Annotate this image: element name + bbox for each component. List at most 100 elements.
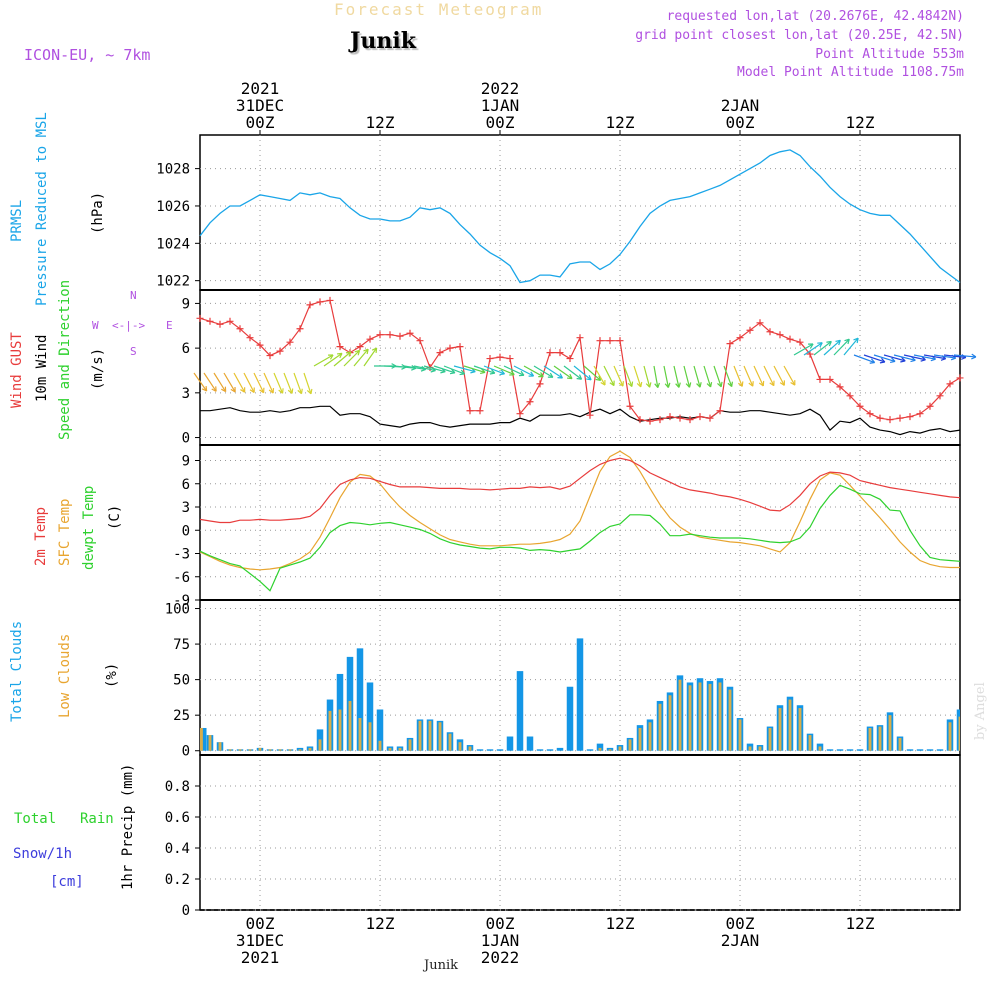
gust-marker [596,337,604,345]
wind-direction-arrow [503,365,525,377]
gust-marker [336,343,344,351]
wind-arrow-head [618,381,624,387]
total-cloud-bar [596,743,604,751]
low-cloud-bar [708,683,712,751]
total-cloud-bar [200,727,207,751]
wind-arrow-head [910,356,916,363]
low-cloud-bar [218,742,222,751]
gust-marker [666,413,674,421]
wind-direction-arrow [233,372,246,393]
wind-arrow-shaft [493,365,515,376]
wind-arrow-head [557,373,563,379]
top-time-label: 2022 [481,79,520,98]
wind-arrow-shaft [573,365,592,381]
gust-marker [256,341,264,349]
low-cloud-bar [668,695,672,751]
compass-n: N [130,289,137,302]
gust-marker [716,407,724,415]
wind-arrow-shaft [933,354,956,359]
wind-direction-arrow [353,348,369,367]
sfc-temp-line [199,450,960,571]
wind-direction-arrow [283,372,294,394]
low-cloud-bar [298,749,302,751]
wind-direction-arrow [803,342,823,356]
wind-arrow-head [345,351,352,357]
low-cloud-bar [748,746,752,751]
top-time-label: 1JAN [481,96,520,115]
wind-direction-arrow [293,372,303,395]
wind-direction-arrow [253,372,265,394]
low-cloud-bar [888,715,892,751]
total-cloud-bar [476,749,484,751]
wind-arrow-head [717,381,723,388]
top-time-label: 00Z [726,113,755,132]
wind-arrow-shaft [343,350,360,367]
wind-direction-arrow [263,372,275,394]
wind-arrow-shaft [703,365,712,388]
low-cloud-bar [878,726,882,751]
low-cloud-bar [898,737,902,751]
precip-rain-label: Rain [80,811,114,827]
total-cloud-bar [926,749,934,751]
gust-marker [656,416,664,424]
wind-arrow-head [306,388,313,395]
gust-marker [266,352,274,360]
bottom-time-label: 12Z [606,914,635,933]
low-cloud-bar [688,685,692,751]
wind-direction-arrow [573,365,592,381]
wind-direction-arrow [303,372,313,395]
low-cloud-bar [308,747,312,751]
ytick-label-temperature: 0 [182,523,190,539]
wind-arrow-shaft [473,365,495,374]
wind-arrow-head [249,387,255,394]
wind-arrow-shaft [273,372,284,394]
low-cloud-bar [448,733,452,751]
wind-arrow-head [609,380,615,387]
gust-marker [526,398,534,406]
bottom-time-label: 31DEC [236,931,284,950]
wind-direction-arrow [543,365,563,379]
wind-direction-arrow [473,365,496,375]
wind-arrow-head [278,388,284,394]
low-cloud-bar [618,746,622,751]
wind-arrow-shaft [203,372,217,392]
ytick-label-precip: 0.8 [165,779,190,795]
wind-arrow-head [758,380,765,387]
ytick-label-temperature: 6 [182,477,190,493]
total-cloud-bar [376,709,384,751]
wind-direction-arrow [813,340,832,356]
wind-direction-arrow [893,354,916,363]
gust-marker [876,414,884,422]
wind-arrow-shaft [593,365,606,386]
wind-direction-arrow [823,339,841,356]
gust-marker [236,325,244,333]
gust-marker [866,410,874,418]
low-cloud-bar [258,747,262,751]
gust-marker [796,338,804,346]
ytick-label-precip: 0 [182,903,190,919]
gust-marker [436,349,444,357]
low-cloud-bar [268,749,272,751]
gust-marker [486,355,494,363]
wind-arrow-shaft [253,372,265,394]
low-cloud-bar [648,722,652,751]
wind-arrow-shaft [263,372,274,394]
wind-direction-arrow [623,365,634,387]
wind-direction-arrow [613,365,624,387]
wind-arrow-shaft [523,365,544,378]
wind-direction-arrow [833,338,850,356]
wind-arrow-head [211,386,217,392]
wind-direction-arrow [483,365,505,376]
top-time-label: 2021 [241,79,280,98]
gust-marker [776,331,784,339]
requested-coords: requested lon,lat (20.2676E, 42.4842N) [666,9,964,24]
wind-arrow-shaft [853,354,875,364]
wind-arrow-shaft [193,372,208,392]
low-cloud-bar [328,710,332,751]
total-cloud-bar [356,648,364,751]
gust-marker [496,353,504,361]
gust-marker [676,414,684,422]
ytick-label-wind: 9 [182,296,190,312]
gust-marker [366,335,374,343]
wind-arrow-shaft [923,354,946,360]
